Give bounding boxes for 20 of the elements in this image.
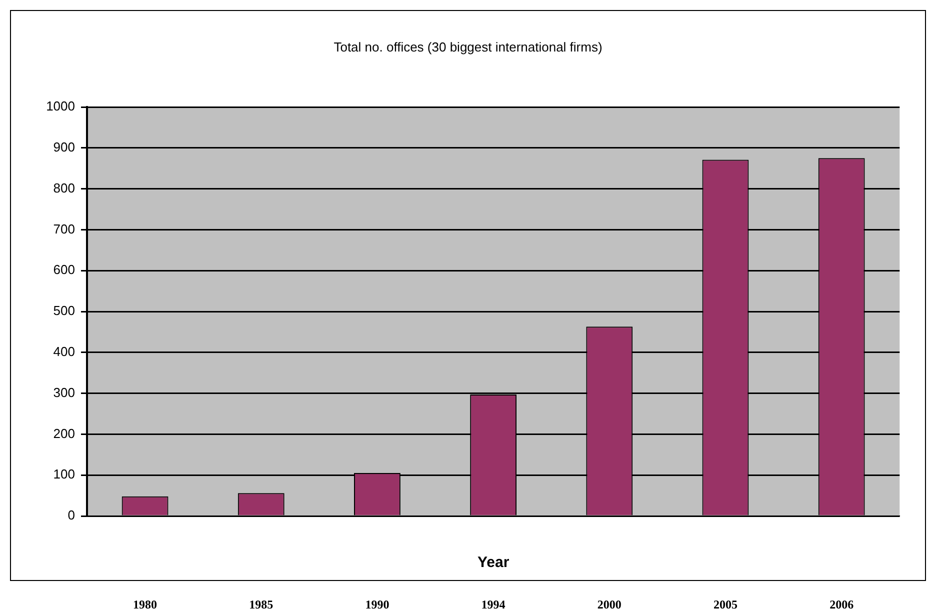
x-tick-label: 1985 — [249, 597, 274, 612]
y-tick-label: 100 — [53, 466, 75, 482]
y-tick-label: 800 — [53, 180, 75, 196]
x-tick-label: 1980 — [133, 597, 158, 612]
y-tick-label: 200 — [53, 426, 75, 441]
x-tick-label: 1990 — [365, 597, 390, 612]
y-tick-label: 600 — [53, 262, 75, 278]
y-tick-label: 900 — [53, 139, 75, 154]
x-tick-label: 1994 — [481, 597, 506, 612]
y-tick-label: 500 — [53, 303, 75, 318]
x-tick-label: 2005 — [713, 597, 738, 612]
y-tick-label: 400 — [53, 344, 75, 359]
y-tick-label: 1000 — [46, 98, 75, 114]
x-tick-label: 2000 — [597, 597, 622, 612]
x-axis-title: Year — [477, 554, 510, 572]
y-tick-label: 700 — [53, 221, 75, 236]
x-tick-label: 2006 — [830, 597, 854, 612]
y-tick-label: 0 — [68, 508, 75, 523]
chart-title: Total no. offices (30 biggest international firms) — [334, 40, 602, 55]
y-tick-label: 300 — [53, 384, 75, 400]
